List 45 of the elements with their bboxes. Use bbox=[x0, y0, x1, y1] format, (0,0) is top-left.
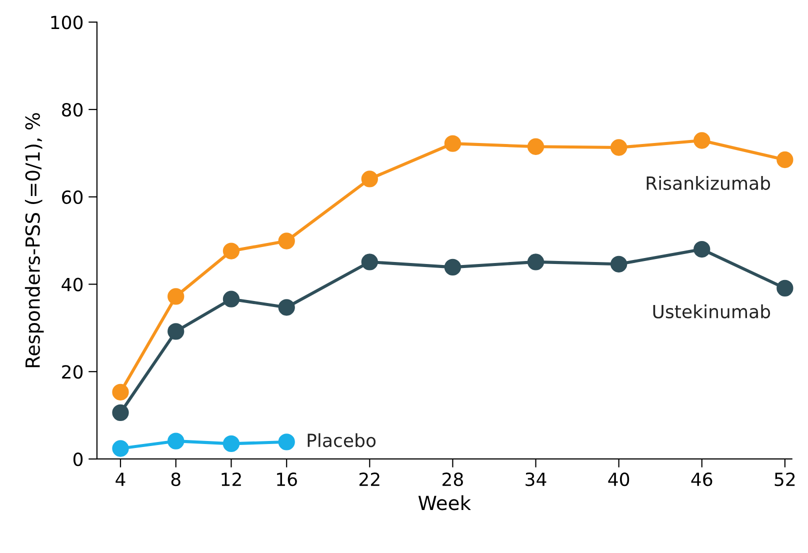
point bbox=[168, 323, 184, 340]
point bbox=[222, 290, 240, 308]
y-tick-label: 40 bbox=[62, 278, 83, 292]
x-tick-label: 12 bbox=[222, 472, 241, 486]
x-axis-title: Week bbox=[418, 495, 471, 510]
point bbox=[361, 170, 378, 188]
series-label: Placebo bbox=[308, 433, 376, 448]
point bbox=[112, 440, 129, 457]
point bbox=[444, 135, 462, 152]
point bbox=[610, 139, 628, 156]
x-tick-label: 8 bbox=[171, 472, 180, 486]
point bbox=[527, 254, 544, 270]
point bbox=[444, 258, 462, 276]
x-tick-label: 28 bbox=[442, 472, 463, 486]
x-tick-label: 22 bbox=[359, 472, 380, 486]
x-tick-label: 52 bbox=[774, 472, 795, 486]
x-tick-label: 46 bbox=[691, 472, 712, 486]
point bbox=[361, 254, 378, 270]
point bbox=[527, 138, 544, 155]
point bbox=[112, 404, 129, 422]
x-tick-label: 16 bbox=[277, 472, 297, 486]
point bbox=[610, 256, 628, 272]
y-tick-label: 0 bbox=[73, 452, 83, 466]
x-tick-label: 34 bbox=[526, 472, 546, 486]
point bbox=[278, 299, 295, 316]
point bbox=[776, 280, 794, 297]
series-label: Ustekinumab bbox=[653, 304, 770, 318]
point bbox=[168, 288, 184, 305]
point bbox=[694, 132, 710, 149]
x-tick-label: 40 bbox=[608, 472, 630, 486]
point bbox=[776, 151, 794, 168]
point bbox=[694, 240, 710, 258]
point bbox=[222, 242, 240, 260]
y-tick-label: 80 bbox=[62, 102, 83, 117]
point bbox=[278, 434, 295, 450]
y-axis-title: Responders-PSS (=0/1), % bbox=[24, 113, 44, 368]
y-tick-label: 20 bbox=[62, 365, 83, 379]
y-tick-label: 60 bbox=[62, 190, 83, 204]
y-tick-label: 100 bbox=[51, 16, 83, 30]
point bbox=[168, 432, 184, 450]
x-tick-label: 4 bbox=[116, 472, 126, 486]
point bbox=[278, 232, 295, 250]
series-label: Risankizumab bbox=[646, 176, 770, 190]
point bbox=[222, 435, 240, 452]
point bbox=[112, 384, 129, 400]
